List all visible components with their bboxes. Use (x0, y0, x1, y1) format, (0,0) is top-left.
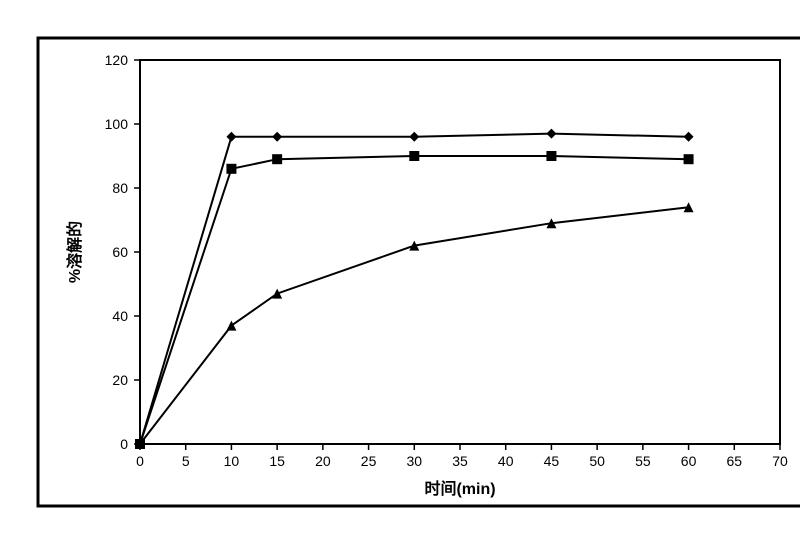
x-tick-label: 35 (452, 453, 468, 469)
x-tick-label: 40 (498, 453, 514, 469)
y-tick-label: 0 (120, 436, 128, 452)
marker-square (684, 154, 694, 164)
marker-square (226, 164, 236, 174)
x-tick-label: 10 (224, 453, 240, 469)
plot-area (140, 60, 780, 444)
y-tick-label: 100 (105, 116, 129, 132)
y-tick-label: 60 (112, 244, 128, 260)
x-tick-label: 70 (772, 453, 788, 469)
dissolution-chart: 0510152025303540455055606570020406080100… (20, 20, 780, 524)
x-tick-label: 50 (589, 453, 605, 469)
marker-square (409, 151, 419, 161)
x-axis-label: 时间(min) (424, 479, 495, 498)
x-tick-label: 30 (406, 453, 422, 469)
y-axis-label: %溶解的 (65, 221, 84, 283)
x-tick-label: 5 (182, 453, 190, 469)
y-tick-label: 120 (105, 52, 129, 68)
x-tick-label: 45 (544, 453, 560, 469)
x-tick-label: 55 (635, 453, 651, 469)
x-tick-label: 65 (726, 453, 742, 469)
x-tick-label: 60 (681, 453, 697, 469)
x-tick-label: 15 (269, 453, 285, 469)
y-tick-label: 80 (112, 180, 128, 196)
chart-svg: 0 5 10 15 20 25 30 35 40 45 50 55 60 65 70 0 20 40 60 80 100… (20, 20, 800, 524)
x-tick-label: 20 (315, 453, 331, 469)
y-tick-label: 20 (112, 372, 128, 388)
x-tick-label: 25 (361, 453, 377, 469)
marker-square (546, 151, 556, 161)
marker-square (272, 154, 282, 164)
x-tick-label: 0 (136, 453, 144, 469)
y-tick-label: 40 (112, 308, 128, 324)
